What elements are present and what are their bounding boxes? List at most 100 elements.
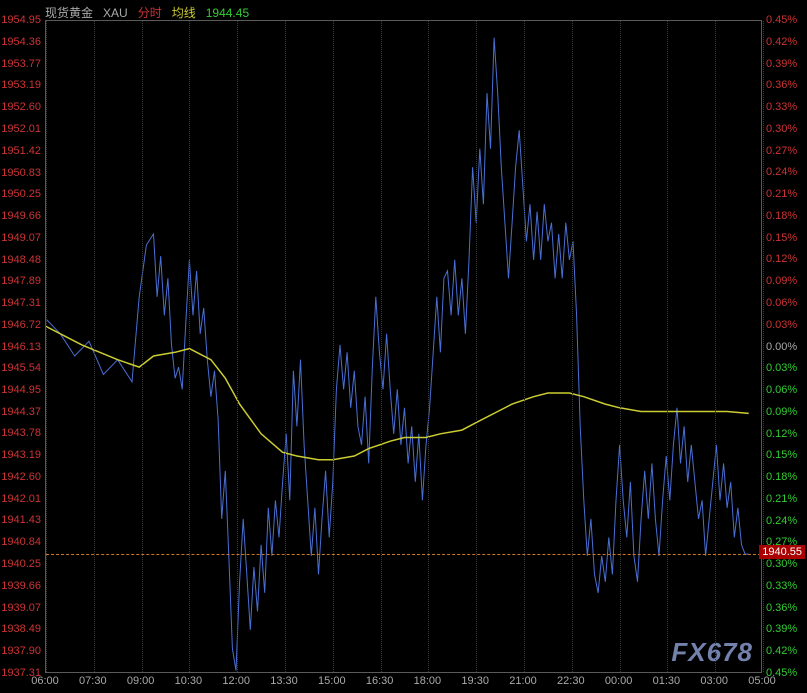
gridline — [476, 21, 477, 672]
y-left-tick: 1953.77 — [1, 58, 41, 70]
y-left-tick: 1952.60 — [1, 101, 41, 113]
y-right-tick: 0.39% — [766, 58, 797, 70]
x-tick: 16:30 — [366, 675, 394, 687]
symbol-label: XAU — [103, 6, 128, 20]
y-left-tick: 1946.13 — [1, 341, 41, 353]
gridline — [381, 21, 382, 672]
y-right-tick: 0.27% — [766, 145, 797, 157]
gridline — [94, 21, 95, 672]
y-right-tick: 0.15% — [766, 232, 797, 244]
y-right-tick: 0.12% — [766, 253, 797, 265]
y-left-tick: 1941.43 — [1, 514, 41, 526]
x-tick: 10:30 — [175, 675, 203, 687]
y-right-tick: 0.24% — [766, 166, 797, 178]
gridline — [285, 21, 286, 672]
gridline — [142, 21, 143, 672]
x-tick: 03:00 — [700, 675, 728, 687]
y-right-tick: 0.03% — [766, 319, 797, 331]
x-tick: 00:00 — [605, 675, 633, 687]
x-tick: 07:30 — [79, 675, 107, 687]
y-right-tick: 0.21% — [766, 493, 797, 505]
y-right-tick: 0.36% — [766, 79, 797, 91]
x-axis: 06:0007:3009:0010:3012:0013:3015:0016:30… — [45, 675, 762, 691]
y-left-tick: 1942.01 — [1, 493, 41, 505]
gridline — [667, 21, 668, 672]
y-right-tick: 0.30% — [766, 558, 797, 570]
chart-header: 现货黄金 XAU 分时 均线 1944.45 — [45, 4, 249, 21]
y-left-tick: 1944.37 — [1, 406, 41, 418]
y-left-tick: 1947.89 — [1, 275, 41, 287]
x-tick: 13:30 — [270, 675, 298, 687]
x-tick: 01:30 — [653, 675, 681, 687]
y-left-tick: 1953.19 — [1, 79, 41, 91]
gridline — [189, 21, 190, 672]
y-left-tick: 1954.36 — [1, 36, 41, 48]
chart-root: 现货黄金 XAU 分时 均线 1944.45 1954.95 1954.36 195… — [0, 0, 807, 693]
y-left-tick: 1950.25 — [1, 188, 41, 200]
y-right-tick: 0.18% — [766, 210, 797, 222]
x-tick: 18:00 — [414, 675, 442, 687]
x-tick: 06:00 — [31, 675, 59, 687]
y-left-tick: 1949.66 — [1, 210, 41, 222]
y-left-tick: 1939.07 — [1, 602, 41, 614]
y-right-tick: 0.12% — [766, 428, 797, 440]
y-left-tick: 1938.49 — [1, 623, 41, 635]
gridline — [572, 21, 573, 672]
y-left-tick: 1943.78 — [1, 427, 41, 439]
x-tick: 21:00 — [509, 675, 537, 687]
y-right-tick: 0.33% — [766, 101, 797, 113]
y-left-tick: 1943.19 — [1, 449, 41, 461]
y-right-tick: 0.21% — [766, 188, 797, 200]
y-axis-right: 0.45%0.42%0.39%0.36%0.33%0.30%0.27%0.24%… — [762, 20, 807, 673]
y-left-tick: 1948.48 — [1, 254, 41, 266]
y-left-tick: 1940.25 — [1, 558, 41, 570]
y-right-tick: 0.33% — [766, 580, 797, 592]
y-left-tick: 1947.31 — [1, 297, 41, 309]
y-right-tick: 0.15% — [766, 449, 797, 461]
y-right-tick: 0.42% — [766, 645, 797, 657]
x-tick: 19:30 — [461, 675, 489, 687]
interval-label: 分时 — [138, 4, 162, 21]
y-right-tick: 0.24% — [766, 515, 797, 527]
y-right-tick: 0.06% — [766, 384, 797, 396]
y-right-tick: 0.30% — [766, 123, 797, 135]
y-left-tick: 1954.95 — [1, 14, 41, 26]
gridline — [237, 21, 238, 672]
price-line — [46, 38, 749, 671]
y-left-tick: 1952.01 — [1, 123, 41, 135]
y-left-tick: 1949.07 — [1, 232, 41, 244]
y-left-tick: 1946.72 — [1, 319, 41, 331]
y-right-tick: 0.42% — [766, 36, 797, 48]
x-tick: 22:30 — [557, 675, 585, 687]
gridline — [428, 21, 429, 672]
price-badge: 1940.55 — [759, 545, 805, 559]
y-left-tick: 1951.42 — [1, 145, 41, 157]
y-left-tick: 1950.83 — [1, 167, 41, 179]
reference-line — [46, 554, 761, 555]
y-right-tick: 0.45% — [766, 14, 797, 26]
gridline — [620, 21, 621, 672]
y-left-tick: 1939.66 — [1, 580, 41, 592]
y-right-tick: 0.03% — [766, 362, 797, 374]
ma-legend-label: 均线 — [172, 4, 196, 21]
plot-area[interactable]: FX678 — [45, 20, 762, 673]
x-tick: 15:00 — [318, 675, 346, 687]
y-right-tick: 0.09% — [766, 406, 797, 418]
gridline — [715, 21, 716, 672]
y-axis-left: 1954.951954.361953.771953.191952.601952.… — [0, 20, 45, 673]
title-label: 现货黄金 — [45, 4, 93, 21]
y-right-tick: 0.36% — [766, 602, 797, 614]
x-tick: 12:00 — [222, 675, 250, 687]
chart-svg — [46, 21, 763, 674]
y-right-tick: 0.06% — [766, 297, 797, 309]
x-tick: 05:00 — [748, 675, 776, 687]
watermark: FX678 — [671, 637, 753, 668]
x-tick: 09:00 — [127, 675, 155, 687]
y-left-tick: 1942.60 — [1, 471, 41, 483]
y-right-tick: 0.39% — [766, 623, 797, 635]
y-right-tick: 0.09% — [766, 275, 797, 287]
gridline — [46, 21, 47, 672]
y-left-tick: 1944.95 — [1, 384, 41, 396]
y-left-tick: 1945.54 — [1, 362, 41, 374]
y-right-tick: 0.18% — [766, 471, 797, 483]
